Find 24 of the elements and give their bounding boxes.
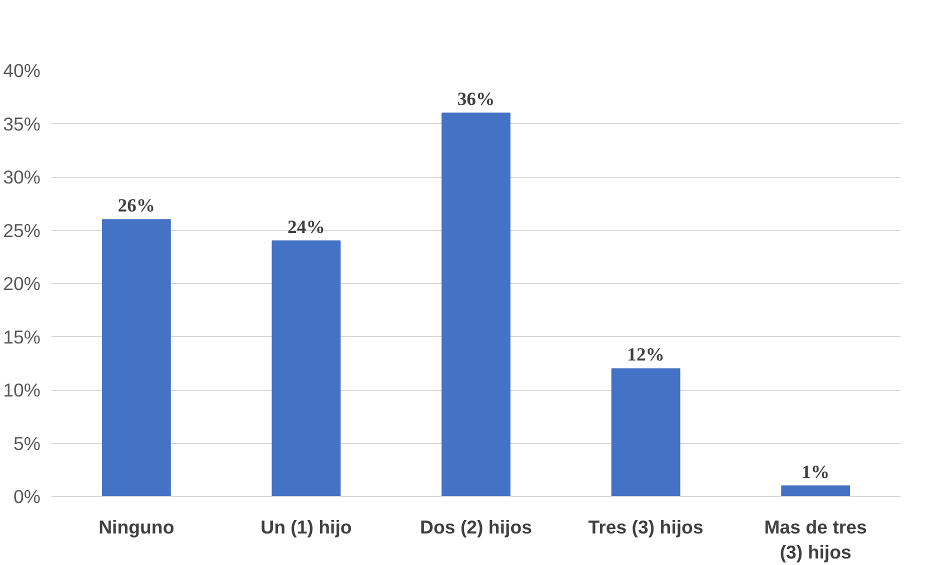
bar	[611, 368, 680, 496]
y-tick-label: 5%	[14, 432, 41, 454]
data-label: 1%	[802, 462, 830, 483]
data-label: 12%	[627, 344, 664, 366]
x-tick-label: Dos (2) hijos	[420, 516, 532, 538]
y-tick-label: 10%	[3, 380, 41, 400]
y-tick-label: 40%	[3, 60, 41, 81]
data-label: 24%	[288, 216, 325, 238]
x-tick-label: Un (1) hijo	[260, 516, 352, 538]
bar	[272, 240, 341, 496]
y-tick-label: 35%	[3, 113, 41, 134]
y-tick-label: 20%	[3, 273, 41, 294]
data-label: 36%	[457, 89, 495, 110]
bar	[102, 219, 171, 496]
y-tick-label: 25%	[3, 220, 41, 241]
bar	[442, 112, 510, 496]
x-tick-label: Tres (3) hijos	[588, 516, 704, 538]
y-tick-label: 0%	[14, 486, 41, 507]
bar	[781, 485, 850, 496]
data-label: 26%	[118, 196, 156, 217]
x-tick-label: Ninguno	[98, 516, 174, 538]
x-tick-label: Mas de tres (3) hijos	[764, 516, 867, 563]
y-tick-label: 30%	[3, 166, 41, 188]
y-tick-label: 15%	[3, 326, 41, 348]
